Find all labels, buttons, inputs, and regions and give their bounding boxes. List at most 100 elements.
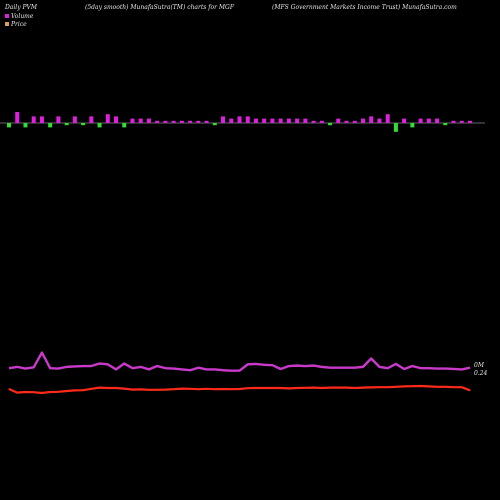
pvm-bar	[303, 118, 308, 123]
price-point	[222, 388, 224, 390]
pvm-bar	[344, 120, 349, 123]
volume-smooth-line	[8, 351, 471, 372]
price-point	[329, 387, 331, 389]
pvm-bar	[295, 118, 300, 123]
price-point	[436, 386, 438, 388]
pvm-bar	[56, 116, 61, 123]
pvm-bar	[451, 120, 456, 123]
pvm-bar	[262, 118, 267, 123]
price-point	[469, 389, 471, 391]
pvm-bar	[196, 120, 201, 123]
pvm-bars	[7, 112, 472, 132]
price-point	[173, 388, 175, 390]
pvm-bar	[188, 120, 193, 123]
pvm-bar	[319, 120, 324, 123]
pvm-bar	[459, 120, 464, 123]
price-points	[8, 385, 471, 394]
price-point	[378, 386, 381, 388]
price-point	[362, 387, 364, 389]
price-point	[107, 387, 109, 389]
volume-end-label: 0M	[474, 362, 484, 369]
price-point	[263, 387, 265, 389]
price-point	[296, 387, 298, 389]
price-point	[255, 387, 257, 389]
pvm-bar	[278, 118, 283, 123]
price-point	[16, 392, 18, 394]
pvm-bar	[286, 118, 291, 123]
price-point	[304, 387, 306, 389]
pvm-bar	[146, 118, 151, 123]
security-name: (MFS Government Markets Income Trust) Mu…	[272, 4, 457, 11]
pvm-bar	[443, 123, 448, 126]
price-point	[8, 388, 10, 390]
pvm-bar	[385, 114, 390, 123]
price-point	[403, 385, 405, 387]
pvm-bar	[39, 116, 44, 123]
pvm-bar	[360, 118, 365, 123]
pvm-bar	[377, 118, 382, 123]
price-point	[197, 388, 199, 390]
legend-volume: Volume	[5, 12, 33, 20]
price-point	[411, 385, 413, 387]
pvm-bar	[468, 120, 472, 123]
pvm-bar	[229, 118, 234, 123]
price-point	[24, 391, 27, 393]
pvm-bar	[105, 114, 110, 123]
price-swatch	[5, 22, 9, 26]
price-point	[90, 388, 92, 390]
pvm-bar	[221, 116, 226, 123]
pvm-bar	[311, 120, 316, 123]
pvm-bar	[97, 123, 102, 128]
price-point	[115, 387, 117, 389]
price-point	[41, 392, 43, 394]
pvm-bar	[253, 118, 258, 123]
pvm-bar	[171, 120, 176, 123]
price-point	[49, 391, 51, 393]
price-point	[33, 391, 35, 393]
price-point	[337, 387, 339, 389]
price-point	[214, 388, 216, 390]
pvm-bar	[89, 116, 94, 123]
pvm-bar	[130, 118, 135, 123]
price-point	[164, 389, 167, 391]
pvm-bar	[418, 118, 423, 123]
price-point	[247, 387, 249, 389]
price-point	[354, 387, 356, 389]
price-point	[321, 387, 323, 389]
price-point	[74, 389, 76, 391]
legend-price: Price	[5, 20, 33, 28]
pvm-bar	[81, 123, 86, 126]
pvm-bar	[352, 120, 357, 123]
pvm-bar	[155, 120, 160, 123]
price-point	[428, 385, 430, 387]
price-point	[140, 388, 142, 390]
price-point	[387, 386, 389, 388]
price-point	[444, 386, 446, 388]
price-point	[82, 389, 84, 391]
pvm-bar	[369, 116, 374, 123]
price-point	[205, 388, 208, 390]
price-point	[452, 386, 455, 388]
price-point	[461, 386, 463, 388]
price-point	[156, 389, 158, 391]
pvm-bar	[72, 116, 77, 123]
price-point	[312, 387, 315, 389]
pvm-bar	[23, 123, 28, 128]
pvm-bar	[114, 116, 119, 123]
pvm-bar	[212, 123, 217, 126]
price-point	[123, 388, 125, 390]
pvm-bar	[64, 123, 69, 126]
pvm-bar	[48, 123, 53, 128]
price-point	[280, 387, 282, 389]
pvm-bar	[402, 118, 407, 123]
price-point	[238, 388, 241, 390]
price-point	[189, 388, 191, 390]
price-point	[66, 390, 68, 392]
legend: Volume Price	[5, 12, 33, 28]
pvm-bar	[270, 118, 275, 123]
price-point	[271, 387, 274, 389]
pvm-bar	[426, 118, 431, 123]
price-point	[370, 386, 372, 388]
price-point	[57, 391, 59, 393]
